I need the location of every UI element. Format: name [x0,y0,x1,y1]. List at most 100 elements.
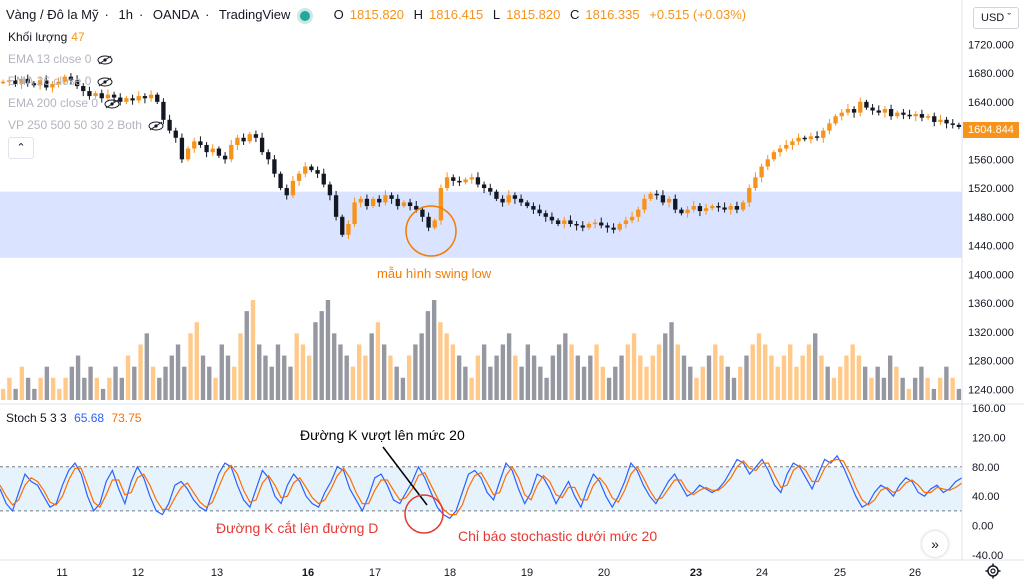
stoch-d-line [0,458,963,516]
candle-body [938,119,943,122]
volume-bar [19,366,25,400]
candle-body [173,130,178,138]
volume-bar [756,333,762,400]
stoch-legend[interactable]: Stoch 5 3 3 65.68 73.75 [6,411,141,425]
candle-body [475,177,481,185]
volume-bar [519,366,524,400]
candle-body [426,216,431,228]
open-label: O [333,7,344,22]
volume-bar [63,377,68,400]
price-tick-label: 1480.000 [968,212,1014,224]
currency-select[interactable]: USD ˇ [973,7,1019,29]
candle-body [290,180,296,196]
volume-bar [600,366,605,400]
candle-body [414,206,419,210]
candle-body [901,112,906,115]
volume-bar [656,344,662,400]
candle-body [87,91,92,97]
candle-body [130,98,135,101]
candle-body [654,193,659,196]
candle-body [241,137,246,142]
time-tick-label: 17 [369,567,381,579]
hidden-eye-icon[interactable] [104,99,120,109]
stoch-k-line [0,454,963,520]
volume-bar [844,355,849,400]
volume-bar [138,344,143,400]
volume-bar [694,377,699,400]
candle-body [913,114,918,117]
candle-body [118,97,123,102]
candle-body [142,96,148,99]
volume-bar [894,366,899,400]
support-zone [0,191,962,258]
hidden-eye-icon[interactable] [97,55,113,65]
candle-body [611,227,616,230]
gear-icon[interactable] [985,563,1001,579]
candle-body [463,179,468,183]
volume-indicator[interactable]: Khối lượng 47 [8,30,85,44]
stoch-tick-label: 120.00 [972,432,1006,444]
interval[interactable]: 1h [118,7,133,22]
volume-bar [375,322,381,400]
candle-body [210,148,215,153]
collapse-legend-button[interactable]: ⌃ [8,137,34,159]
volume-label: Khối lượng [8,30,68,44]
candle-body [944,119,949,124]
volume-bar [44,366,50,400]
volume-bar [494,355,499,400]
symbol-name[interactable]: Vàng / Đô la Mỹ [6,7,99,22]
volume-bar [144,333,149,400]
candle-body [673,198,678,210]
provider: TradingView [218,7,291,22]
candle-body [358,198,363,203]
volume-bar [125,355,131,400]
hidden-eye-icon[interactable] [97,77,113,87]
ema200-indicator[interactable]: EMA 200 close 0 [8,96,120,110]
volume-bar [469,377,474,400]
time-tick-label: 18 [444,567,456,579]
volume-bar [869,377,874,400]
volume-bar [250,300,256,400]
candle-body [876,110,881,113]
candle-body [629,216,635,221]
candle-body [444,177,450,189]
volume-value: 47 [71,30,85,44]
volume-bar [881,377,887,400]
candle-body [0,81,6,84]
volume-bar [7,377,12,400]
candle-body [833,116,838,124]
volume-bar [288,366,293,400]
candle-body [253,134,259,138]
candle-body [315,170,320,174]
volume-bar [556,344,562,400]
volume-bar [481,344,487,400]
candle-body [148,94,154,99]
ema13-label: EMA 13 close 0 [8,52,92,66]
hidden-eye-icon[interactable] [148,121,164,131]
candle-body [555,220,561,224]
candle-body [420,209,425,217]
volume-bar [906,388,912,400]
vp-indicator[interactable]: VP 250 500 50 30 2 Both [8,118,164,132]
candle-body [599,222,604,226]
ema26-indicator[interactable]: EMA 26 close 0 [8,74,113,88]
time-tick-label: 13 [211,567,223,579]
candle-body [525,202,530,207]
candle-body [623,220,629,224]
volume-bar [107,377,112,400]
candle-body [105,94,111,99]
scroll-to-realtime-button[interactable]: » [922,531,948,557]
stoch-band-fill [0,466,962,511]
time-axis: 11 12 13 16 17 18 19 20 23 24 25 26 [0,559,1024,579]
volume-bar [613,366,618,400]
volume-bar [307,355,312,400]
volume-bar [912,377,918,400]
volume-bar [506,333,512,400]
volume-bar [650,355,655,400]
volume-bar [931,388,937,400]
volume-bar [731,377,737,400]
close-value: 1816.335 [585,7,640,22]
candle-body [198,141,203,145]
ema13-indicator[interactable]: EMA 13 close 0 [8,52,113,66]
